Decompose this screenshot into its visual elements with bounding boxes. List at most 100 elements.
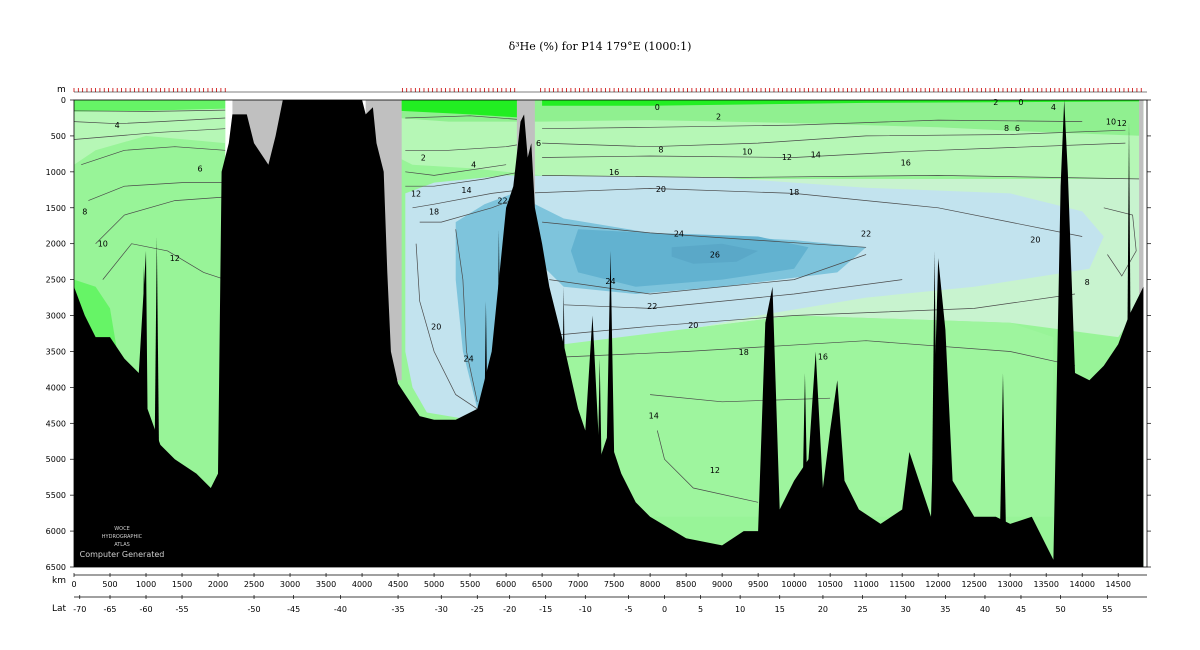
lat-tick-label: -10 [579,605,592,614]
km-tick-label: 500 [102,580,117,589]
lat-tick-label: 5 [698,605,703,614]
contour-label: 12 [170,254,180,263]
contour-label: 8 [1085,278,1090,287]
km-tick-label: 4500 [388,580,408,589]
km-tick-label: 8000 [640,580,660,589]
contour-label: 22 [497,197,507,206]
depth-tick-label: 1000 [46,168,66,177]
contour-label: 6 [536,139,541,148]
contour-line-2 [73,128,226,140]
lat-tick-label: 25 [857,605,867,614]
contour-line-0 [73,109,226,112]
lat-tick-label: -65 [103,605,116,614]
contour-label: 24 [605,277,615,286]
contour-line-7 [405,115,528,121]
contour-label: 20 [1030,235,1040,244]
contour-label: 8 [1004,124,1009,133]
lat-tick-label: 0 [662,605,667,614]
contour-label: 6 [197,164,202,173]
contour-line-17 [542,142,1126,158]
contour-line-4 [88,182,226,201]
contour-label: 12 [710,466,720,475]
contour-line-19 [520,188,1083,237]
contour-label: 24 [464,355,474,364]
contour-label: 8 [82,207,87,216]
bathymetry-layer [74,100,1144,567]
chart-title: δ³He (%) for P14 179°E (1000:1) [508,40,692,53]
km-tick-label: 9000 [712,580,732,589]
contour-label: 10 [1106,118,1116,127]
watermark-line-3: ATLAS [114,542,130,548]
seafloor-spike-11 [999,373,1006,532]
contour-label: 10 [98,240,108,249]
km-tick-label: 2500 [244,580,264,589]
fill-south-upper [74,100,226,165]
contour-line-20 [542,221,867,248]
seafloor-spike-3 [495,229,502,532]
lat-tick-label: -70 [73,605,86,614]
depth-tick-label: 6000 [46,527,66,536]
lat-tick-label: 45 [1016,605,1026,614]
distance-unit-label: km [52,576,66,586]
contour-label: 6 [1015,124,1020,133]
contour-label: 2 [716,113,721,122]
contour-label: 10 [742,148,752,157]
contour-line-13 [455,229,478,402]
lat-tick-label: -35 [392,605,405,614]
contour-line-26 [656,430,759,503]
contour-label: 22 [861,230,871,239]
contour-line-21 [549,254,867,295]
contour-label: 16 [901,159,911,168]
km-tick-label: 1000 [136,580,156,589]
lat-tick-label: -40 [334,605,347,614]
contour-label: 24 [674,230,684,239]
lat-tick-label: -25 [471,605,484,614]
contour-label: 20 [431,322,441,331]
lat-tick-label: -20 [503,605,516,614]
contour-label: 4 [471,161,476,170]
km-tick-label: 14500 [1105,580,1130,589]
depth-tick-label: 1500 [46,204,66,213]
contour-label: 0 [1018,98,1023,107]
contour-label: 18 [739,348,749,357]
seafloor-spike-4 [508,207,515,532]
km-tick-label: 6000 [496,580,516,589]
km-tick-label: 10000 [781,580,806,589]
lat-tick-label: 30 [901,605,911,614]
lat-tick-label: 50 [1055,605,1065,614]
contour-line-22 [563,279,903,309]
km-tick-label: 7000 [568,580,588,589]
seafloor-spike-7 [764,315,771,532]
depth-tick-label: 500 [51,132,66,141]
land-mask-3 [1139,100,1144,381]
contour-label: 14 [811,151,821,160]
plot-frame [73,99,1148,568]
km-tick-label: 9500 [748,580,768,589]
contour-line-15 [542,119,1083,130]
km-tick-label: 6500 [532,580,552,589]
contour-label: 2 [421,153,426,162]
lat-tick-label: -55 [175,605,188,614]
km-tick-label: 4000 [352,580,372,589]
lat-tick-label: -60 [139,605,152,614]
km-tick-label: 1500 [172,580,192,589]
lat-tick-label: 40 [980,605,990,614]
contour-line-27 [1103,207,1137,277]
axes-layer: 0500100015002000250030003500400045005000… [46,91,1151,614]
contour-label: 0 [655,103,660,112]
contour-line-24 [527,340,1076,367]
fill-deep-north [520,315,1054,517]
seafloor-spike-8 [801,373,808,532]
seafloor-spike-12 [1125,121,1132,532]
km-tick-label: 10500 [817,580,842,589]
watermark-line-2: HYDROGRAPHIC [102,534,143,540]
lat-tick-label: -45 [287,605,300,614]
seafloor-spike-6 [596,358,603,532]
km-tick-label: 13000 [997,580,1022,589]
seafloor-spike-5 [560,286,567,532]
depth-tick-label: 4500 [46,419,66,428]
contour-label: 12 [1117,119,1127,128]
depth-tick-label: 5000 [46,455,66,464]
contour-line-1 [73,117,226,125]
